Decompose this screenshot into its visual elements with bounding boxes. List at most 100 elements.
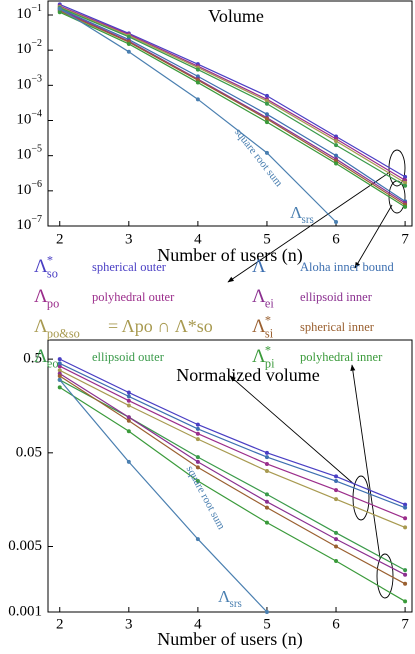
data-point [195,80,200,85]
data-point [57,368,62,373]
data-point [264,120,269,125]
y-tick-label: 0.005 [8,538,42,554]
data-point [264,461,269,466]
symbol-sup: * [47,253,53,267]
y-tick-label: 10−6 [16,179,42,198]
x-tick-label: 2 [56,616,64,632]
data-point [334,537,339,542]
y-tick-base: 10 [16,147,31,163]
y-tick-base: 10 [16,182,31,198]
series-line [59,3,406,178]
y-tick-exp: −6 [31,179,42,190]
x-axis-label: Number of users (n) [157,629,302,650]
data-point [126,49,131,54]
x-tick-label: 7 [401,231,409,247]
symbol-base: Λ [34,316,48,337]
data-point [264,455,269,460]
legend-symbol: Λeo [34,346,59,370]
x-tick-label: 4 [194,616,202,632]
y-tick-label: 10−2 [16,38,42,57]
symbol-base: Λ [252,346,266,367]
data-point [126,41,131,46]
legend-label: ellipsoid outer [92,350,165,364]
y-tick-exp: −2 [31,38,42,49]
data-point [57,10,62,15]
symbol-sub: po&so [47,326,80,340]
y-tick-exp: −4 [31,109,42,120]
data-point [264,117,269,122]
symbol-sub: so [47,266,58,280]
y-tick-label: 10−7 [16,214,42,233]
symbol-sub: ei [265,296,274,310]
data-point [195,465,200,470]
symbol-sub: eo [47,356,59,370]
y-tick-exp: −5 [31,144,42,155]
data-point [403,183,408,188]
symbol-base: Λ [34,256,48,277]
y-tick-exp: −7 [31,214,42,225]
symbol-sub: si [265,326,274,340]
data-point [264,150,269,155]
data-point [195,67,200,72]
data-point [264,93,269,98]
reference-symbol: Λsrs [218,587,242,610]
data-point [57,377,62,382]
legend-label: polyhedral inner [300,350,383,364]
y-tick-label: 0.001 [8,603,42,619]
data-point [264,492,269,497]
x-tick-label: 3 [125,231,133,247]
y-tick-base: 10 [16,42,31,58]
plot-frame [47,339,413,613]
data-point [57,6,62,11]
series-line [59,6,406,184]
y-tick-label: 10−1 [16,3,42,22]
data-point [126,398,131,403]
x-tick-label: 7 [401,616,409,632]
data-point [334,143,339,148]
data-point [334,488,339,493]
data-point [126,415,131,420]
data-point [126,390,131,395]
y-tick-exp: −3 [31,74,42,85]
y-tick-label: 10−5 [16,144,42,163]
y-tick-base: 10 [16,6,31,22]
data-point [334,544,339,549]
series-line [59,11,406,208]
data-point [195,537,200,542]
data-point [126,429,131,434]
series-line [59,358,406,506]
legend-label: Aloha inner bound [300,260,394,274]
series-line [59,10,406,206]
legend-symbol: Λpo&so [34,316,80,340]
data-point [195,422,200,427]
y-tick-label: 0.05 [16,444,42,460]
y-tick-label: 0.5 [23,351,42,367]
y-tick-base: 10 [16,77,31,93]
data-point [334,530,339,535]
data-point [403,174,408,179]
symbol-sub: srs [230,597,242,609]
data-point [195,74,200,79]
data-point [403,505,408,510]
data-point [403,581,408,586]
data-point [195,455,200,460]
x-tick-label: 3 [125,616,133,632]
y-tick-base: 10 [16,217,31,233]
series-line [59,8,406,202]
series-line [59,379,268,613]
reference-label: square root sum [232,126,285,189]
data-point [195,437,200,442]
symbol-sup: * [265,343,271,357]
legend-label: polyhedral outer [92,290,175,304]
data-point [403,180,408,185]
data-point [57,357,62,362]
plot-frame [47,0,413,227]
data-point [334,153,339,158]
data-point [126,418,131,423]
data-point [334,139,339,144]
data-point [334,479,339,484]
data-point [264,468,269,473]
data-point [264,520,269,525]
data-point [195,479,200,484]
